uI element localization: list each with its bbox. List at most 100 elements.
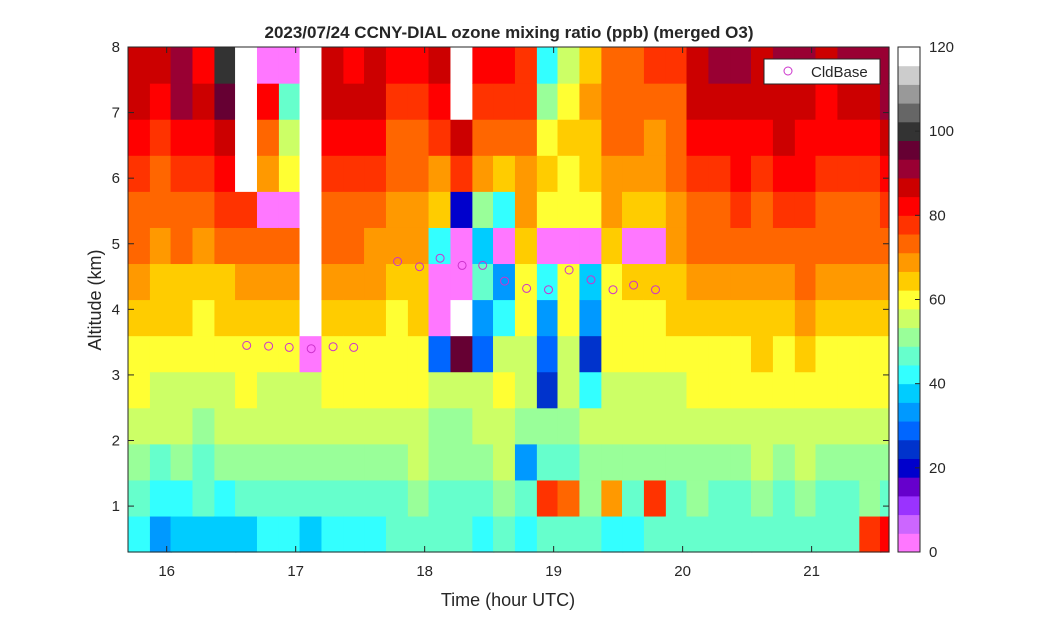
heatmap-cell	[128, 479, 151, 517]
heatmap-cell	[192, 515, 215, 553]
heatmap-cell	[149, 335, 173, 373]
heatmap-cell	[879, 263, 890, 301]
heatmap-cell	[493, 191, 516, 228]
heatmap	[128, 47, 890, 553]
heatmap-cell	[859, 83, 882, 120]
heatmap-cell	[536, 119, 559, 156]
heatmap-cell	[879, 227, 890, 265]
heatmap-cell	[772, 407, 796, 445]
heatmap-cell	[730, 515, 753, 553]
heatmap-cell	[579, 515, 602, 553]
heatmap-cell	[643, 479, 667, 517]
heatmap-cell	[730, 371, 753, 409]
heatmap-cell	[493, 119, 516, 156]
heatmap-cell	[428, 299, 451, 337]
colorbar-swatch	[898, 159, 920, 179]
cloud-base-point	[608, 285, 618, 295]
heatmap-cell	[837, 83, 860, 120]
heatmap-cell	[772, 479, 796, 517]
heatmap-cell	[149, 515, 173, 553]
heatmap-cell	[235, 119, 258, 156]
heatmap-cell	[622, 191, 645, 228]
colorbar-swatch	[898, 458, 920, 478]
heatmap-cell	[128, 407, 151, 445]
heatmap-cell	[750, 443, 774, 481]
heatmap-cell	[149, 119, 173, 156]
heatmap-cell	[536, 371, 559, 409]
heatmap-cell	[643, 191, 667, 228]
heatmap-cell	[450, 479, 473, 517]
heatmap-cell	[601, 191, 624, 228]
heatmap-cell	[170, 155, 193, 192]
heatmap-cell	[472, 119, 495, 156]
chart-title: 2023/07/24 CCNY-DIAL ozone mixing ratio …	[264, 23, 753, 42]
heatmap-cell	[299, 263, 322, 301]
heatmap-cell	[256, 443, 280, 481]
heatmap-cell	[794, 299, 817, 337]
heatmap-cell	[385, 263, 409, 301]
heatmap-cell	[235, 227, 258, 265]
heatmap-cell	[149, 227, 173, 265]
heatmap-cell	[772, 119, 796, 156]
heatmap-cell	[472, 191, 495, 228]
heatmap-cell	[321, 47, 344, 84]
heatmap-cell	[128, 119, 151, 156]
heatmap-cell	[601, 479, 624, 517]
heatmap-cell	[343, 299, 366, 337]
heatmap-cell	[149, 191, 173, 228]
heatmap-cell	[557, 119, 580, 156]
x-tick-label: 21	[803, 563, 820, 580]
heatmap-cell	[450, 227, 473, 265]
heatmap-cell	[256, 83, 280, 120]
heatmap-cell	[321, 479, 344, 517]
heatmap-cell	[407, 407, 430, 445]
heatmap-cell	[450, 119, 473, 156]
heatmap-cell	[730, 191, 753, 228]
heatmap-cell	[686, 299, 709, 337]
heatmap-cell	[579, 155, 602, 192]
heatmap-cell	[256, 119, 280, 156]
heatmap-cell	[493, 227, 516, 265]
heatmap-cell	[450, 263, 473, 301]
heatmap-cell	[428, 83, 451, 120]
heatmap-cell	[343, 83, 366, 120]
x-axis-label: Time (hour UTC)	[441, 590, 575, 610]
heatmap-cell	[321, 119, 344, 156]
heatmap-cell	[794, 227, 817, 265]
heatmap-cell	[708, 515, 731, 553]
heatmap-cell	[815, 263, 838, 301]
heatmap-cell	[536, 83, 559, 120]
heatmap-cell	[557, 155, 580, 192]
heatmap-cell	[514, 227, 538, 265]
heatmap-cell	[879, 479, 890, 517]
heatmap-cell	[192, 371, 215, 409]
heatmap-cell	[299, 479, 322, 517]
heatmap-cell	[601, 335, 624, 373]
heatmap-cell	[557, 227, 580, 265]
heatmap-cell	[794, 443, 817, 481]
colorbar-swatch	[898, 84, 920, 104]
cloud-base-point	[242, 340, 252, 350]
heatmap-cell	[278, 371, 302, 409]
heatmap-cell	[622, 227, 645, 265]
cloud-base-point	[564, 265, 574, 275]
heatmap-cell	[343, 119, 366, 156]
heatmap-cell	[665, 191, 688, 228]
heatmap-cell	[170, 407, 193, 445]
heatmap-cell	[299, 119, 322, 156]
heatmap-cell	[665, 371, 688, 409]
heatmap-cell	[665, 119, 688, 156]
heatmap-cell	[665, 515, 688, 553]
colorbar-swatch	[898, 103, 920, 123]
heatmap-cell	[493, 299, 516, 337]
colorbar-swatch	[898, 290, 920, 310]
colorbar-swatch	[898, 402, 920, 422]
heatmap-cell	[170, 83, 193, 120]
heatmap-cell	[149, 407, 173, 445]
legend-box	[763, 58, 881, 85]
heatmap-cell	[256, 263, 280, 301]
heatmap-cell	[536, 407, 559, 445]
heatmap-cell	[321, 407, 344, 445]
heatmap-cell	[622, 515, 645, 553]
heatmap-cell	[601, 515, 624, 553]
